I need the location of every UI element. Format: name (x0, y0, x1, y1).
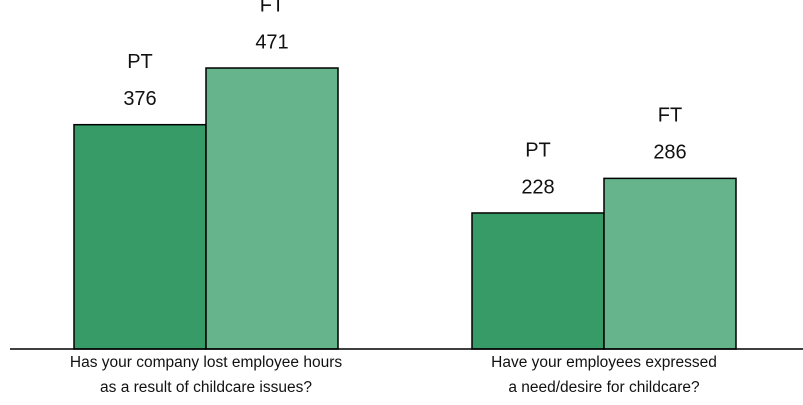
x-tick-label: Have your employees expressed (491, 354, 717, 371)
bar (603, 177, 737, 350)
value-label: 471 (255, 31, 288, 53)
value-label: 376 (123, 88, 156, 110)
series-label: FT (658, 105, 682, 127)
bar (471, 212, 605, 350)
series-label: PT (525, 139, 551, 161)
value-label: 286 (653, 142, 686, 164)
value-label: 228 (521, 176, 554, 198)
bar (205, 67, 339, 350)
x-tick-label: as a result of childcare issues? (100, 379, 312, 396)
series-label: PT (127, 51, 153, 73)
x-tick-label: a need/desire for childcare? (508, 379, 700, 396)
bar (73, 123, 207, 350)
series-label: FT (260, 0, 284, 16)
x-tick-label: Has your company lost employee hours (70, 354, 342, 371)
